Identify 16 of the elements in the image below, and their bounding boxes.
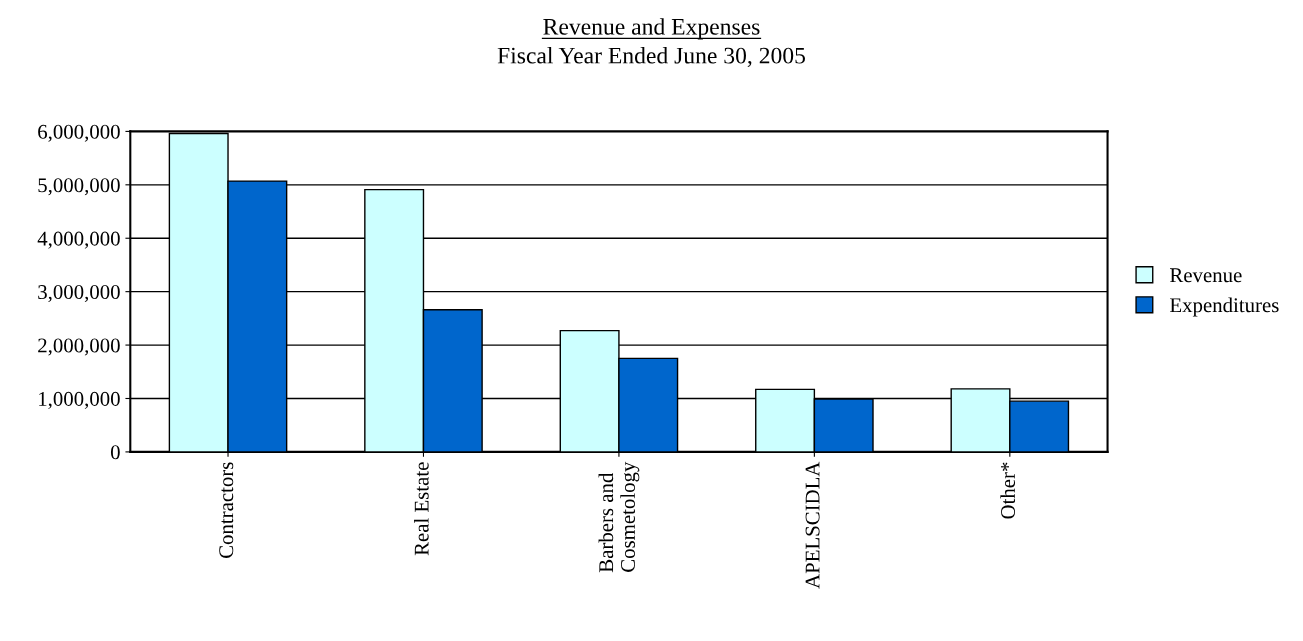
x-tick-label: APELSCIDLA bbox=[805, 461, 820, 589]
y-tick-label: 4,000,000 bbox=[37, 231, 120, 249]
x-tick-label: Barbers and Cosmetology bbox=[598, 461, 640, 573]
y-tick-label: 0 bbox=[110, 445, 120, 460]
x-tick-label: Contractors bbox=[219, 462, 234, 558]
x-tick-label: Real Estate bbox=[414, 462, 429, 556]
y-tick-label: 2,000,000 bbox=[38, 338, 120, 356]
legend-label: Expenditures bbox=[1170, 297, 1279, 317]
x-tick-label: Other* bbox=[1000, 462, 1016, 519]
y-tick-label: 5,000,000 bbox=[38, 178, 120, 196]
chart-title: Revenue and Expenses bbox=[543, 18, 760, 40]
chart-subtitle: Fiscal Year Ended June 30, 2005 bbox=[497, 46, 806, 67]
y-tick-label: 6,000,000 bbox=[38, 124, 120, 142]
y-tick-label: 3,000,000 bbox=[38, 285, 120, 303]
y-tick-label: 1,000,000 bbox=[39, 391, 120, 409]
legend-label: Revenue bbox=[1170, 268, 1242, 283]
